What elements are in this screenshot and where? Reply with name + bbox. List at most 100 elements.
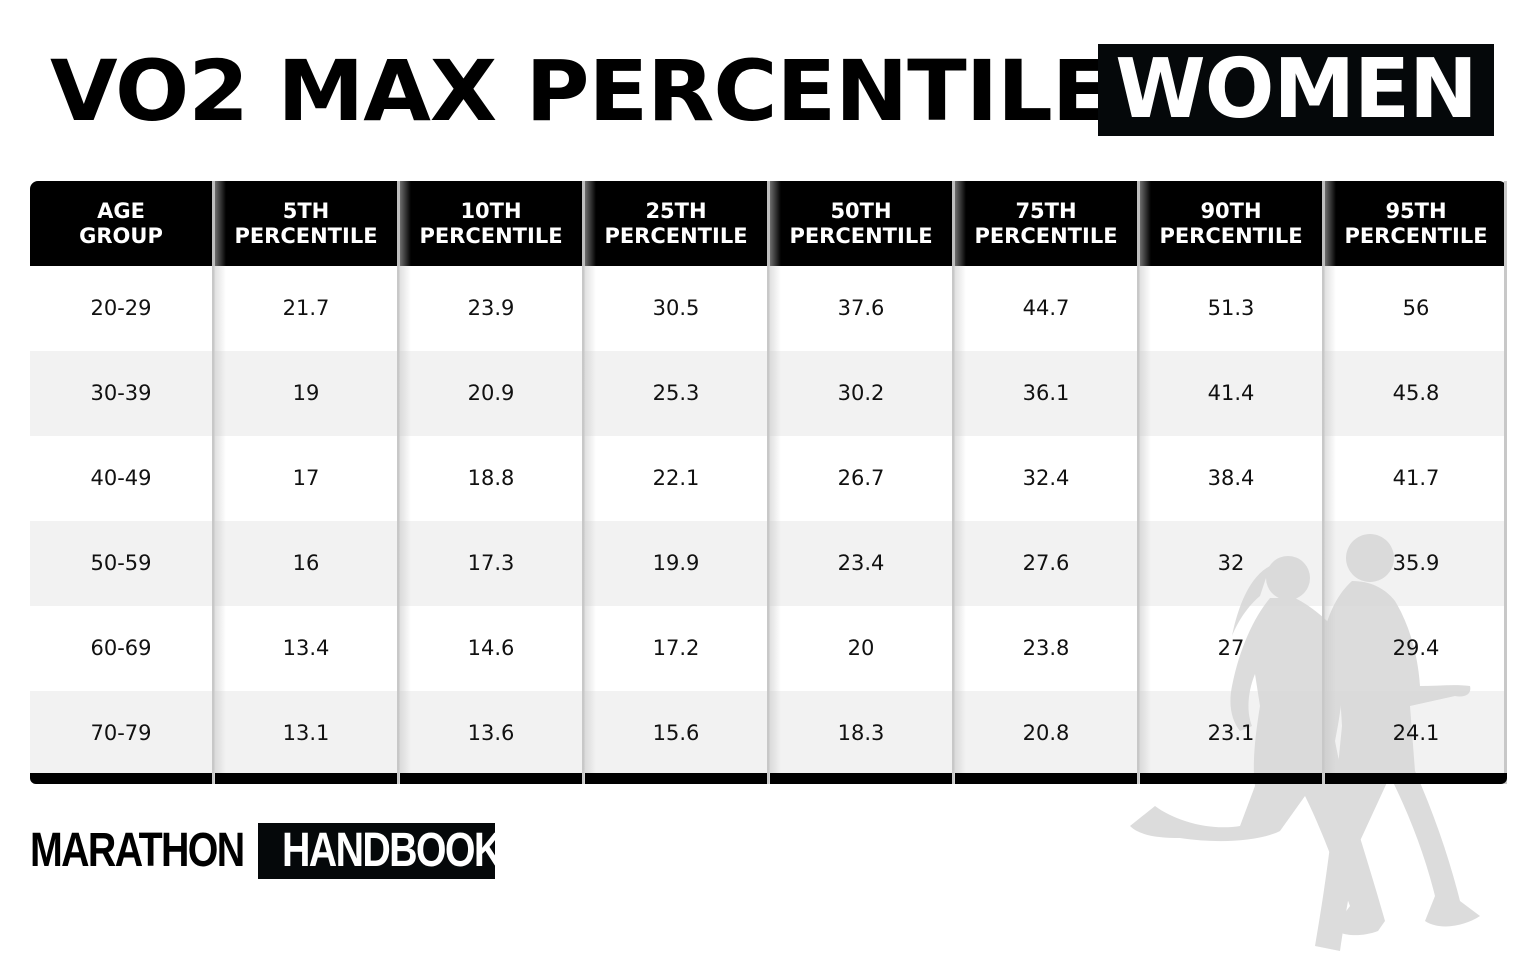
cell-value: 35.9 [1392, 551, 1440, 575]
header-line: PERCENTILE [1159, 223, 1303, 248]
header-line: AGE [97, 198, 145, 223]
cell-value: 23.8 [1022, 636, 1070, 660]
page-title: VO2 MAX PERCENTILES [50, 42, 1173, 140]
cell-value: 32 [1217, 551, 1245, 575]
header-10th-percentile: 10TH PERCENTILE [400, 181, 582, 266]
cell-value: 27 [1217, 636, 1245, 660]
header-5th-percentile: 5TH PERCENTILE [215, 181, 397, 266]
header-divider [1137, 181, 1140, 266]
header-line: 50TH [830, 198, 892, 223]
table-footer-bar [215, 773, 397, 784]
runners-silhouette-icon [1130, 534, 1480, 951]
column-divider [767, 181, 781, 784]
logo-text-handbook: HANDBOOK [281, 824, 502, 877]
cell-value: 26.7 [837, 466, 885, 490]
header-divider [952, 181, 955, 266]
table-footer-bar [1140, 773, 1322, 784]
cell-value: 23.9 [467, 296, 515, 320]
cell-value: 21.7 [282, 296, 330, 320]
header-line: 95TH [1385, 198, 1447, 223]
vo2-percentile-table: AGE GROUP 5TH PERCENTILE 10TH PERCENTILE… [30, 181, 1507, 951]
logo-badge-handbook: HANDBOOK [258, 823, 502, 879]
cell-value: 19.9 [652, 551, 700, 575]
header-line: PERCENTILE [234, 223, 378, 248]
header-line: 25TH [645, 198, 707, 223]
table-right-edge [1504, 181, 1507, 784]
cell-value: 20 [847, 636, 875, 660]
header-divider [1322, 181, 1325, 266]
cell-value: 16 [292, 551, 320, 575]
cell-value: 27.6 [1022, 551, 1070, 575]
header-line: 5TH [282, 198, 330, 223]
table-footer-bar [585, 773, 767, 784]
cell-value: 44.7 [1022, 296, 1070, 320]
header-line: 75TH [1015, 198, 1077, 223]
header-75th-percentile: 75TH PERCENTILE [955, 181, 1137, 266]
cell-value: 45.8 [1392, 381, 1440, 405]
table-footer-bar [955, 773, 1137, 784]
header-95th-percentile: 95TH PERCENTILE [1325, 181, 1507, 266]
cell-value: 19 [292, 381, 320, 405]
table-footer-bar [30, 773, 212, 784]
table-footer-bar [400, 773, 582, 784]
cell-value: 20.9 [467, 381, 515, 405]
column-divider [582, 181, 596, 784]
cell-age-group: 50-59 [90, 551, 152, 575]
cell-value: 41.4 [1207, 381, 1255, 405]
table-footer-bar [1325, 773, 1507, 784]
cell-value: 17.3 [467, 551, 515, 575]
cell-value: 20.8 [1022, 721, 1070, 745]
header-line: PERCENTILE [604, 223, 748, 248]
header-line: PERCENTILE [419, 223, 563, 248]
cell-value: 37.6 [837, 296, 885, 320]
cell-age-group: 20-29 [90, 296, 152, 320]
header-line: GROUP [79, 223, 163, 248]
cell-value: 13.4 [282, 636, 330, 660]
header-line: PERCENTILE [974, 223, 1118, 248]
cell-value: 18.8 [467, 466, 515, 490]
cell-value: 29.4 [1392, 636, 1440, 660]
header-90th-percentile: 90TH PERCENTILE [1140, 181, 1322, 266]
header-divider [212, 181, 215, 266]
cell-value: 22.1 [652, 466, 700, 490]
header-divider [582, 181, 585, 266]
cell-age-group: 30-39 [90, 381, 152, 405]
cell-value: 17.2 [652, 636, 700, 660]
cell-value: 13.6 [467, 721, 515, 745]
cell-value: 30.5 [652, 296, 700, 320]
title-badge-women: WOMEN [1098, 44, 1494, 136]
cell-value: 14.6 [467, 636, 515, 660]
header-25th-percentile: 25TH PERCENTILE [585, 181, 767, 266]
column-divider [212, 181, 226, 784]
cell-value: 25.3 [652, 381, 700, 405]
cell-value: 51.3 [1207, 296, 1255, 320]
cell-value: 23.1 [1207, 721, 1255, 745]
logo-text-marathon: MARATHON [30, 824, 245, 877]
cell-value: 13.1 [282, 721, 330, 745]
header-age-group: AGE GROUP [30, 181, 212, 266]
table-footer-bar [770, 773, 952, 784]
header-line: 90TH [1200, 198, 1262, 223]
title-row: VO2 MAX PERCENTILES WOMEN [0, 44, 1536, 138]
column-divider [1322, 181, 1336, 784]
cell-value: 38.4 [1207, 466, 1255, 490]
cell-value: 24.1 [1392, 721, 1440, 745]
cell-value: 36.1 [1022, 381, 1070, 405]
column-divider [397, 181, 411, 784]
header-line: 10TH [460, 198, 522, 223]
cell-age-group: 70-79 [90, 721, 152, 745]
cell-value: 41.7 [1392, 466, 1440, 490]
header-divider [397, 181, 400, 266]
cell-value: 17 [292, 466, 320, 490]
cell-value: 23.4 [837, 551, 885, 575]
header-divider [767, 181, 770, 266]
cell-value: 15.6 [652, 721, 700, 745]
header-50th-percentile: 50TH PERCENTILE [770, 181, 952, 266]
cell-age-group: 60-69 [90, 636, 152, 660]
header-line: PERCENTILE [789, 223, 933, 248]
cell-value: 56 [1402, 296, 1430, 320]
cell-value: 30.2 [837, 381, 885, 405]
cell-value: 32.4 [1022, 466, 1070, 490]
cell-value: 18.3 [837, 721, 885, 745]
column-divider [952, 181, 966, 784]
